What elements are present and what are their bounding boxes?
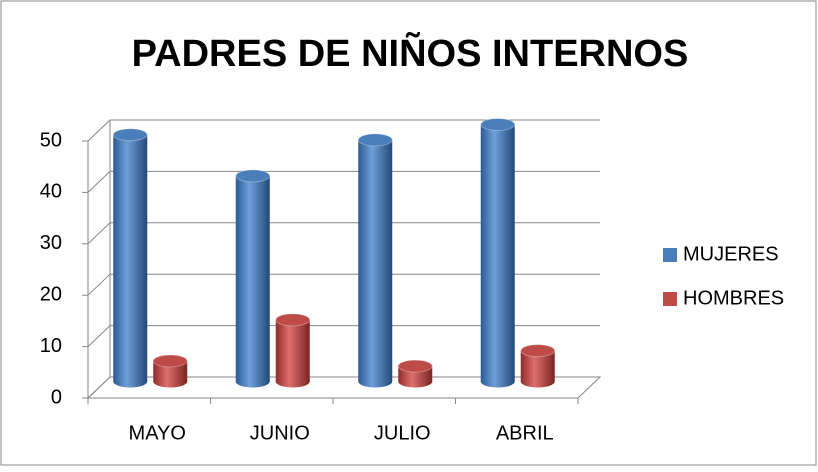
x-tick-label: MAYO: [129, 422, 186, 444]
bar-top: [112, 128, 148, 142]
legend-swatch: [663, 292, 677, 306]
grid-line: [87, 376, 600, 399]
bar: [358, 139, 393, 382]
legend-label: MUJERES: [683, 243, 779, 265]
y-tick-label: 0: [51, 386, 62, 408]
y-tick-label: 50: [40, 129, 62, 151]
legend-swatch: [663, 248, 677, 262]
bar-top: [520, 344, 556, 358]
bar-top: [357, 133, 393, 147]
grid-line: [87, 325, 600, 347]
bar-top: [275, 313, 311, 327]
bar-top: [397, 359, 433, 373]
bar: [275, 319, 310, 382]
bar: [480, 124, 515, 382]
y-tick-label: 30: [40, 232, 62, 254]
x-tick-label: JUNIO: [250, 422, 310, 444]
bar-top: [152, 354, 188, 368]
x-tick-label: JULIO: [374, 422, 431, 444]
x-tick-label: ABRIL: [496, 422, 554, 444]
bar: [235, 175, 270, 382]
y-tick-label: 40: [40, 181, 62, 203]
legend-label: HOMBRES: [683, 287, 784, 309]
grid-line: [87, 119, 600, 142]
bar-top: [480, 118, 516, 131]
y-tick-label: 20: [40, 283, 62, 305]
chart-title: PADRES DE NIÑOS INTERNOS: [132, 31, 689, 75]
grid-line: [87, 170, 600, 193]
grid-line: [87, 273, 600, 296]
bar-top: [235, 169, 271, 183]
y-tick-label: 10: [40, 335, 62, 357]
bar: [113, 134, 148, 382]
grid-line: [87, 222, 600, 245]
